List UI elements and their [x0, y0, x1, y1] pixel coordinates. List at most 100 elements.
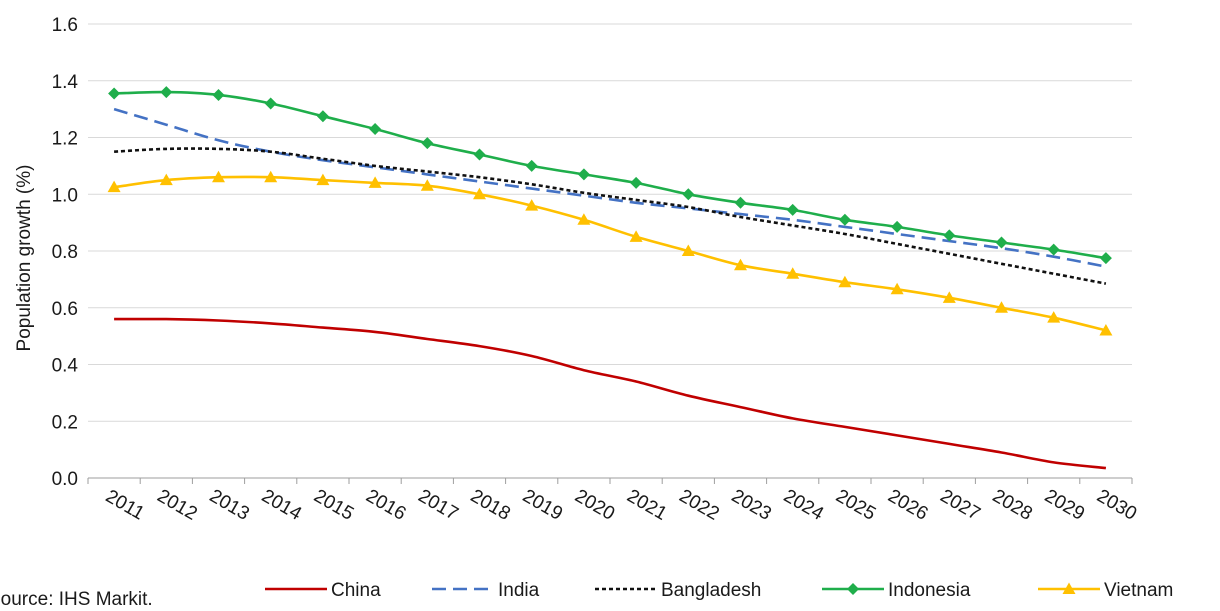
y-axis-ticks: 0.0 0.2 0.4 0.6 0.8 1.0 1.2 1.4 1.6	[52, 15, 79, 490]
data-point-vietnam	[525, 199, 539, 211]
x-tick-label: 2023	[728, 486, 775, 525]
legend-label-vietnam: Vietnam	[1104, 580, 1173, 601]
legend-item-indonesia: Indonesia	[822, 580, 971, 601]
data-point-vietnam	[159, 173, 173, 186]
data-point-vietnam	[995, 301, 1008, 313]
series-line-india	[113, 107, 1107, 268]
x-tick-label: 2021	[623, 486, 670, 525]
x-tick-label: 2016	[362, 486, 409, 525]
data-point-indonesia	[212, 88, 225, 101]
legend-marker-vietnam	[1062, 582, 1076, 594]
data-point-indonesia	[838, 213, 851, 226]
data-point-indonesia	[995, 236, 1008, 249]
x-tick-label: 2018	[467, 486, 514, 525]
x-tick-label: 2027	[936, 486, 983, 525]
legend-item-india: India	[432, 580, 540, 601]
data-point-vietnam	[786, 267, 800, 279]
y-tick-label: 1.2	[52, 129, 78, 150]
data-point-vietnam	[838, 275, 852, 288]
x-tick-label: 2025	[832, 486, 879, 525]
y-tick-label: 1.6	[52, 15, 78, 36]
legend-marker-indonesia	[847, 583, 859, 595]
y-tick-label: 0.8	[52, 242, 78, 263]
y-tick-label: 1.0	[52, 185, 78, 206]
data-point-vietnam	[316, 173, 330, 186]
data-point-vietnam	[212, 170, 225, 183]
data-point-vietnam	[264, 170, 278, 183]
legend-label-china: China	[331, 580, 381, 601]
data-point-vietnam	[1099, 323, 1113, 336]
y-tick-label: 0.2	[52, 412, 78, 433]
data-point-indonesia	[316, 110, 329, 123]
x-tick-label: 2015	[310, 486, 357, 525]
source-note: Source: IHS Markit.	[0, 589, 153, 610]
y-tick-label: 1.4	[52, 72, 79, 93]
x-tick-label: 2013	[206, 486, 253, 525]
series-indonesia	[108, 86, 1112, 265]
data-point-vietnam	[473, 187, 486, 200]
data-point-vietnam	[368, 176, 382, 188]
data-point-indonesia	[630, 176, 643, 189]
series-line-bangladesh	[114, 147, 1107, 285]
x-tick-label: 2012	[153, 486, 200, 525]
x-tick-label: 2024	[780, 486, 827, 526]
data-point-vietnam	[681, 244, 695, 256]
legend-item-bangladesh: Bangladesh	[595, 580, 761, 601]
y-axis-title: Population growth (%)	[14, 165, 35, 352]
series-layer	[107, 86, 1113, 470]
x-axis-ticks: 2011 2012 2013 2014 2015 2016 2017 2018 2019 2020…	[102, 486, 1140, 526]
legend-label-indonesia: Indonesia	[888, 580, 971, 601]
data-point-indonesia	[421, 137, 434, 150]
x-axis-tickmarks	[87, 478, 1133, 484]
data-point-indonesia	[264, 97, 277, 110]
x-tick-label: 2020	[571, 486, 618, 525]
legend-item-china: China	[265, 580, 381, 601]
legend-label-bangladesh: Bangladesh	[661, 580, 761, 601]
data-point-indonesia	[525, 159, 538, 172]
x-tick-label: 2022	[675, 486, 722, 525]
series-vietnam	[107, 170, 1113, 336]
series-china	[114, 317, 1107, 470]
data-point-indonesia	[943, 229, 956, 242]
x-tick-label: 2014	[258, 486, 305, 526]
data-point-vietnam	[577, 213, 591, 225]
data-point-indonesia	[1099, 252, 1112, 265]
data-point-indonesia	[682, 188, 695, 201]
data-point-vietnam	[942, 291, 956, 303]
data-point-vietnam	[629, 230, 643, 242]
series-bangladesh	[114, 147, 1107, 285]
gridlines	[88, 23, 1132, 422]
data-point-indonesia	[577, 168, 590, 181]
legend-item-vietnam: Vietnam	[1038, 580, 1173, 601]
data-point-indonesia	[108, 87, 121, 100]
data-point-indonesia	[369, 122, 382, 135]
legend-label-india: India	[498, 580, 540, 601]
series-line-indonesia	[114, 90, 1107, 260]
data-point-indonesia	[160, 86, 173, 99]
data-point-vietnam	[734, 258, 747, 271]
data-point-vietnam	[107, 180, 121, 193]
data-point-indonesia	[473, 148, 486, 161]
y-tick-label: 0.4	[52, 356, 79, 377]
data-point-vietnam	[890, 282, 904, 295]
y-tick-label: 0.0	[52, 469, 78, 490]
data-point-indonesia	[1047, 243, 1060, 256]
x-tick-label: 2028	[989, 486, 1036, 525]
data-point-indonesia	[891, 220, 904, 233]
x-tick-label: 2017	[414, 486, 461, 525]
data-point-vietnam	[420, 179, 434, 191]
series-line-china	[114, 317, 1107, 470]
series-india	[113, 107, 1107, 268]
x-tick-label: 2030	[1093, 486, 1140, 525]
series-line-vietnam	[113, 175, 1107, 332]
x-tick-label: 2026	[884, 486, 931, 525]
y-tick-label: 0.6	[52, 299, 78, 320]
data-point-indonesia	[734, 196, 747, 209]
legend: China India Bangladesh Indonesia Vietnam	[265, 580, 1173, 601]
data-point-indonesia	[786, 203, 799, 216]
data-point-vietnam	[1047, 311, 1061, 323]
x-tick-label: 2029	[1041, 486, 1088, 525]
x-tick-label: 2019	[519, 486, 566, 525]
x-tick-label: 2011	[102, 486, 148, 525]
